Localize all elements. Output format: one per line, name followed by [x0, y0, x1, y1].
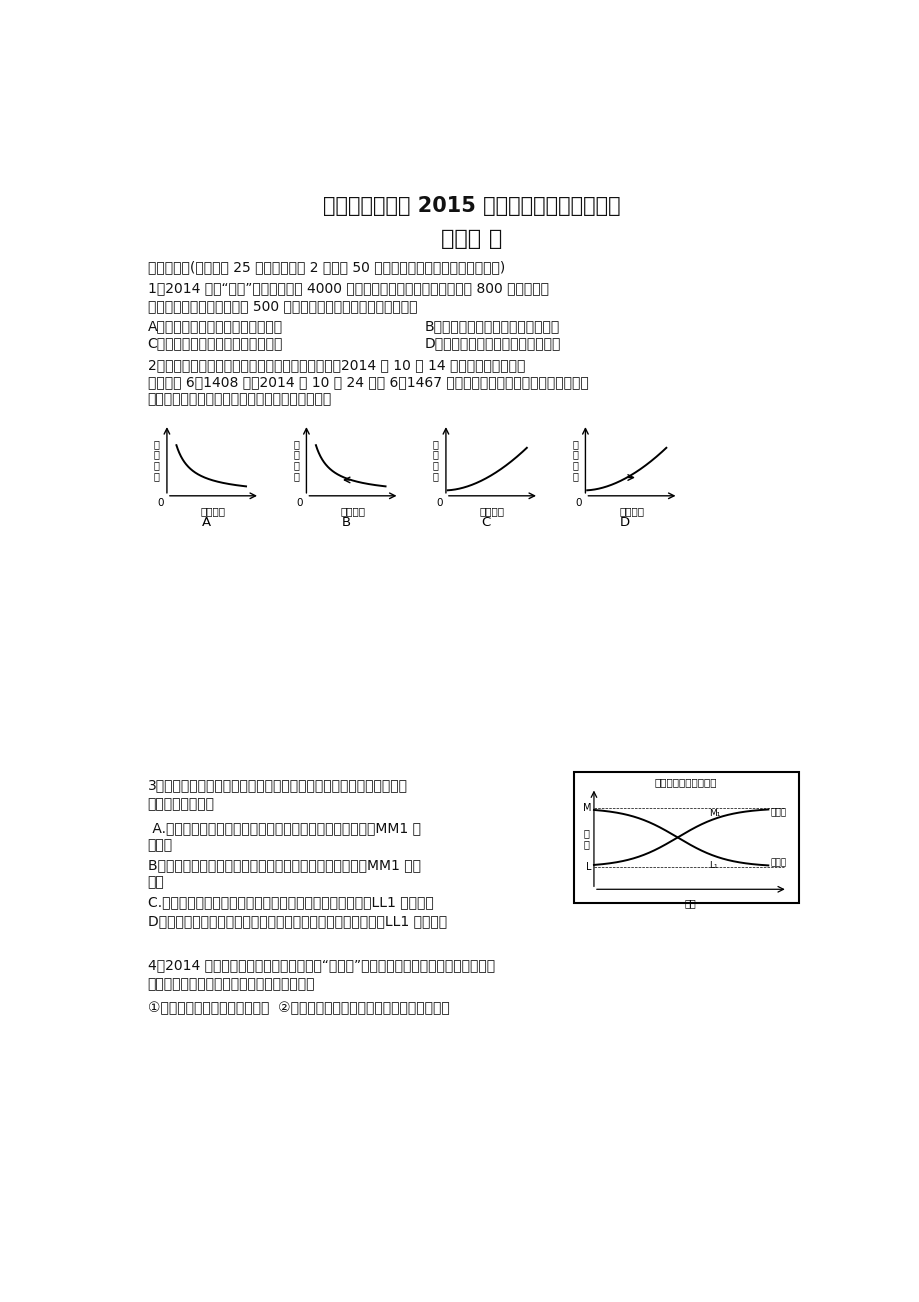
Text: 乙商品: 乙商品 — [770, 809, 786, 818]
Text: D．支付手段、价值尺度、流通手段: D．支付手段、价值尺度、流通手段 — [425, 336, 561, 350]
Text: A．价值尺度、支付手段、流通手段: A．价值尺度、支付手段、流通手段 — [147, 319, 282, 333]
Text: 中间价为 6．1408 元，2014 年 10 月 24 日为 6．1467 元。不考虑其他因素，这一变动给我国: 中间价为 6．1408 元，2014 年 10 月 24 日为 6．1467 元… — [147, 375, 587, 389]
Text: A: A — [201, 516, 210, 529]
Text: B．甲、乙是互补商品，如果甲商品社会劳动生产率提高，MM1 会向: B．甲、乙是互补商品，如果甲商品社会劳动生产率提高，MM1 会向 — [147, 858, 420, 872]
Text: 0: 0 — [575, 499, 582, 508]
Text: B: B — [341, 516, 350, 529]
Text: D: D — [619, 516, 630, 529]
Text: L: L — [585, 862, 591, 872]
Text: C.甲、乙是互为替代品，如果乙商品社会劳动生产率提高，LL1 会向下移: C.甲、乙是互为替代品，如果乙商品社会劳动生产率提高，LL1 会向下移 — [147, 896, 433, 909]
Text: 上移: 上移 — [147, 875, 165, 889]
Text: 外
币
汇
率: 外 币 汇 率 — [572, 439, 578, 482]
Text: 政治试 题: 政治试 题 — [440, 229, 502, 250]
Text: 外
币
汇
率: 外 币 汇 率 — [433, 439, 438, 482]
Text: ①消费心理影响人们的消费行为  ②从众心理引发的消费可以推动新产品的出现: ①消费心理影响人们的消费行为 ②从众心理引发的消费可以推动新产品的出现 — [147, 1001, 448, 1016]
Text: 向下移: 向下移 — [147, 838, 173, 853]
Text: M₁: M₁ — [709, 810, 720, 819]
Text: 月份: 月份 — [685, 898, 696, 907]
Text: 销
量: 销 量 — [583, 828, 588, 849]
Bar — [573, 772, 798, 904]
Text: 3．右图为某商场同一时期甲、乙两种商品的销量变化图，请你判断下: 3．右图为某商场同一时期甲、乙两种商品的销量变化图，请你判断下 — [147, 779, 407, 793]
Text: 0: 0 — [157, 499, 164, 508]
Text: 1．2014 年为“十一”期间，刚领到 4000 元工资的小王在商场看中一件标价 800 元的服装，: 1．2014 年为“十一”期间，刚领到 4000 元工资的小王在商场看中一件标价… — [147, 281, 548, 296]
Text: L₁: L₁ — [709, 861, 717, 870]
Text: 0: 0 — [297, 499, 303, 508]
Text: M: M — [583, 803, 591, 812]
Text: 甲商品: 甲商品 — [770, 858, 786, 867]
Text: 4．2014 年是农历马年，随着众多版本的“马上体”走红网络，与马有关的吉祥物开始热: 4．2014 年是农历马年，随着众多版本的“马上体”走红网络，与马有关的吉祥物开… — [147, 958, 494, 973]
Text: 列情况最可能的是: 列情况最可能的是 — [147, 797, 214, 811]
Text: 甲、乙商品销量变化图: 甲、乙商品销量变化图 — [654, 777, 717, 786]
Text: 山东省实验中学 2015 届高三第二次诊断性考试: 山东省实验中学 2015 届高三第二次诊断性考试 — [323, 197, 619, 216]
Text: D．甲、乙是互为替代品，如果乙商品社会必要劳动时间减少，LL1 会向上移: D．甲、乙是互为替代品，如果乙商品社会必要劳动时间减少，LL1 会向上移 — [147, 914, 447, 928]
Text: 出口数量: 出口数量 — [618, 505, 643, 516]
Text: 外
币
汇
率: 外 币 汇 率 — [293, 439, 299, 482]
Text: 进口数量: 进口数量 — [200, 505, 226, 516]
Text: 在和卖家讨价还价后最终以 500 元成交。这里涉及的货币职能依次是: 在和卖家讨价还价后最终以 500 元成交。这里涉及的货币职能依次是 — [147, 299, 416, 314]
Text: 出口数量: 出口数量 — [480, 505, 505, 516]
Text: B．支付手段、流通手段、价值手段: B．支付手段、流通手段、价值手段 — [425, 319, 560, 333]
Text: A.甲、乙是互补商品，如果甲商品社会必要劳动时间减少，MM1 会: A.甲、乙是互补商品，如果甲商品社会必要劳动时间减少，MM1 会 — [147, 822, 420, 836]
Text: C．价值尺度、流通手段、支付手段: C．价值尺度、流通手段、支付手段 — [147, 336, 283, 350]
Text: 带来的影响与下列四幅图中所示状况对应正确的是: 带来的影响与下列四幅图中所示状况对应正确的是 — [147, 392, 332, 406]
Text: 0: 0 — [436, 499, 442, 508]
Text: 进口数量: 进口数量 — [340, 505, 365, 516]
Text: C: C — [481, 516, 490, 529]
Text: 一、选择题(本题包括 25 小题，每小题 2 分，共 50 分。每小题只有一个选项符合题意): 一、选择题(本题包括 25 小题，每小题 2 分，共 50 分。每小题只有一个选… — [147, 260, 505, 275]
Text: 2．外币的汇率变动会带来商品进出口数量的变动。2014 年 10 月 14 日人民币对美元汇率: 2．外币的汇率变动会带来商品进出口数量的变动。2014 年 10 月 14 日人… — [147, 358, 525, 372]
Text: 销，这给玩具产业的发展带来了契机。这说明: 销，这给玩具产业的发展带来了契机。这说明 — [147, 976, 314, 991]
Text: 外
币
汇
率: 外 币 汇 率 — [153, 439, 160, 482]
